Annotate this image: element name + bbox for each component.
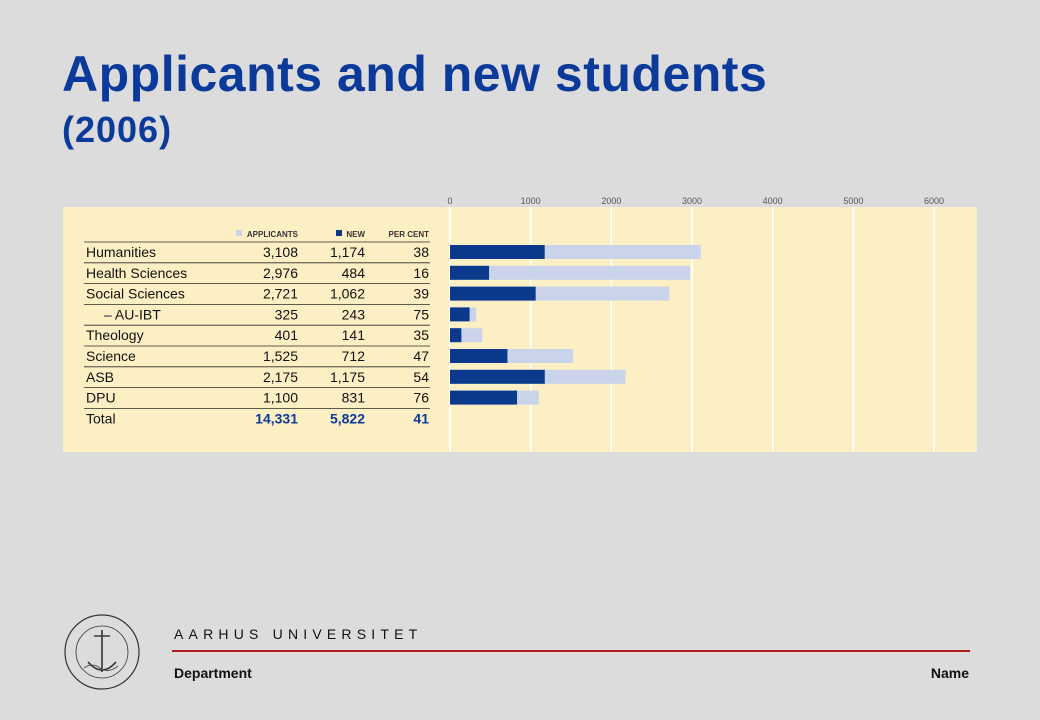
category-label: Health Sciences: [86, 265, 187, 281]
legend-swatch-applicants: [236, 230, 242, 236]
category-label: Theology: [86, 327, 144, 343]
x-tick-labels: 0 1000 2000 3000 4000 5000 6000: [447, 196, 944, 206]
x-tick-label: 1000: [521, 196, 541, 206]
per-cent-value: 39: [413, 286, 429, 302]
applicants-value: 1,100: [263, 390, 298, 406]
footer-divider: [172, 650, 970, 652]
bar-new: [450, 286, 536, 301]
category-label: ASB: [86, 369, 114, 385]
category-label: Social Sciences: [86, 286, 185, 302]
total-label: Total: [86, 410, 116, 426]
footer-name: Name: [930, 665, 969, 681]
per-cent-value: 16: [413, 265, 429, 281]
x-tick-label: 2000: [601, 196, 621, 206]
bar-new: [450, 349, 508, 363]
slide-subtitle: (2006): [62, 109, 173, 150]
applicants-value: 2,721: [263, 286, 298, 302]
legend-label: PER CENT: [389, 230, 430, 239]
per-cent-value: 47: [413, 348, 429, 364]
chart-panel: [63, 207, 977, 452]
table-rows: Humanities 3,108 1,174 38 Health Sciences 2,9…: [84, 241, 430, 426]
bars: [450, 245, 701, 405]
bar-new: [450, 245, 545, 259]
new-value: 243: [342, 306, 366, 322]
new-value: 484: [342, 265, 366, 281]
x-tick-label: 5000: [843, 196, 863, 206]
university-name: AARHUS UNIVERSITET: [174, 626, 423, 642]
legend: APPLICANTS NEW PER CENT: [236, 230, 429, 239]
x-tick-label: 3000: [682, 196, 702, 206]
per-cent-value: 75: [413, 306, 429, 322]
legend-swatch-new: [336, 230, 342, 236]
legend-label: APPLICANTS: [247, 230, 299, 239]
applicants-value: 2,175: [263, 369, 298, 385]
applicants-value: 401: [275, 327, 299, 343]
new-value: 1,175: [330, 369, 365, 385]
bar-new: [450, 328, 462, 343]
new-value: 712: [342, 348, 366, 364]
bar-new: [450, 265, 490, 280]
total-applicants: 14,331: [255, 410, 298, 426]
new-value: 141: [342, 327, 366, 343]
new-value: 831: [342, 390, 366, 406]
category-label: – AU-IBT: [104, 306, 161, 322]
category-label: Humanities: [86, 244, 156, 260]
bar-applicants: [450, 265, 691, 280]
per-cent-value: 38: [413, 244, 429, 260]
applicants-value: 1,525: [263, 348, 298, 364]
category-label: DPU: [86, 390, 116, 406]
x-tick-label: 6000: [924, 196, 944, 206]
new-value: 1,174: [330, 244, 365, 260]
per-cent-value: 76: [413, 390, 429, 406]
total-new: 5,822: [330, 410, 365, 426]
new-value: 1,062: [330, 286, 365, 302]
bar-new: [450, 390, 518, 405]
applicants-value: 325: [275, 306, 299, 322]
university-seal-icon: [64, 614, 140, 690]
applicants-value: 3,108: [263, 244, 298, 260]
bar-new: [450, 369, 545, 384]
per-cent-value: 54: [413, 369, 429, 385]
total-per-cent: 41: [413, 410, 429, 426]
x-tick-label: 0: [447, 196, 452, 206]
x-tick-label: 4000: [763, 196, 783, 206]
category-label: Science: [86, 348, 136, 364]
per-cent-value: 35: [413, 327, 429, 343]
footer-department: Department: [174, 665, 252, 681]
bar-new: [450, 307, 470, 322]
legend-label: NEW: [346, 230, 365, 239]
applicants-value: 2,976: [263, 265, 298, 281]
slide-title: Applicants and new students: [62, 46, 768, 102]
